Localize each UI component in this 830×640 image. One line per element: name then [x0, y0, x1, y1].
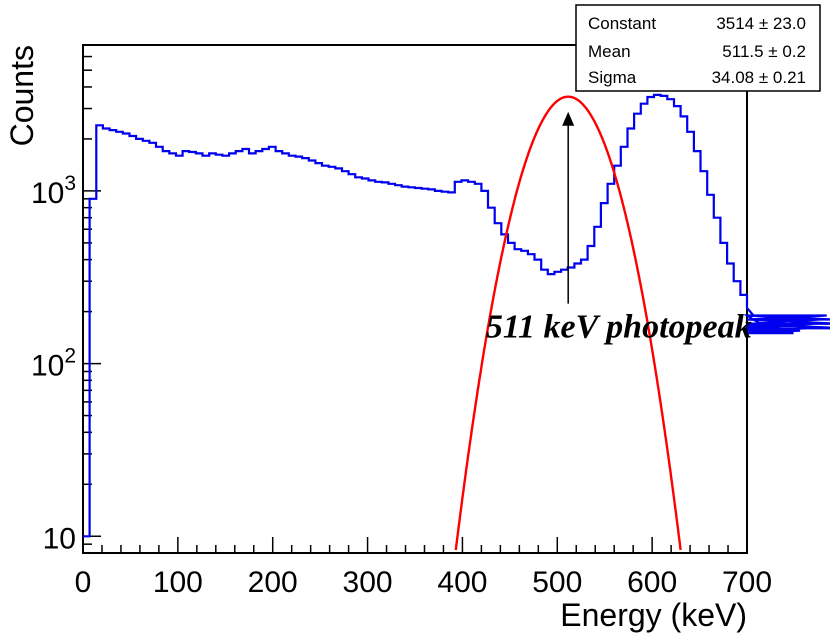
x-tick-label: 300: [343, 566, 393, 599]
stats-value-mean: 511.5 ± 0.2: [722, 42, 806, 61]
y-tick-label: 103: [31, 172, 76, 210]
stats-label-constant: Constant: [588, 14, 656, 33]
x-tick-label: 400: [437, 566, 487, 599]
stats-label-mean: Mean: [588, 42, 631, 61]
x-tick-label: 500: [532, 566, 582, 599]
stats-label-sigma: Sigma: [588, 68, 637, 87]
y-axis-title: Counts: [4, 45, 40, 146]
y-tick-labels: 103 102 10: [31, 172, 76, 555]
y-tick-label: 102: [31, 345, 76, 383]
x-tick-label: 200: [248, 566, 298, 599]
x-tick-labels: 0 100 200 300 400 500 600 700: [75, 566, 772, 599]
y-tick-label: 10: [43, 522, 76, 555]
x-tick-label: 100: [153, 566, 203, 599]
x-tick-label: 700: [722, 566, 772, 599]
series: [83, 93, 830, 551]
gaussian-fit-line: [454, 95, 682, 551]
stats-value-constant: 3514 ± 23.0: [716, 14, 806, 33]
stats-box: Constant 3514 ± 23.0 Mean 511.5 ± 0.2 Si…: [575, 4, 821, 92]
histogram-line: [83, 93, 830, 538]
annotation-photopeak: 511 keV photopeak: [486, 309, 752, 346]
annotation-arrow-head: [562, 111, 575, 126]
stats-value-sigma: 34.08 ± 0.21: [712, 68, 806, 87]
x-tick-label: 600: [627, 566, 677, 599]
x-tick-label: 0: [75, 566, 92, 599]
x-axis-title: Energy (keV): [560, 597, 747, 633]
